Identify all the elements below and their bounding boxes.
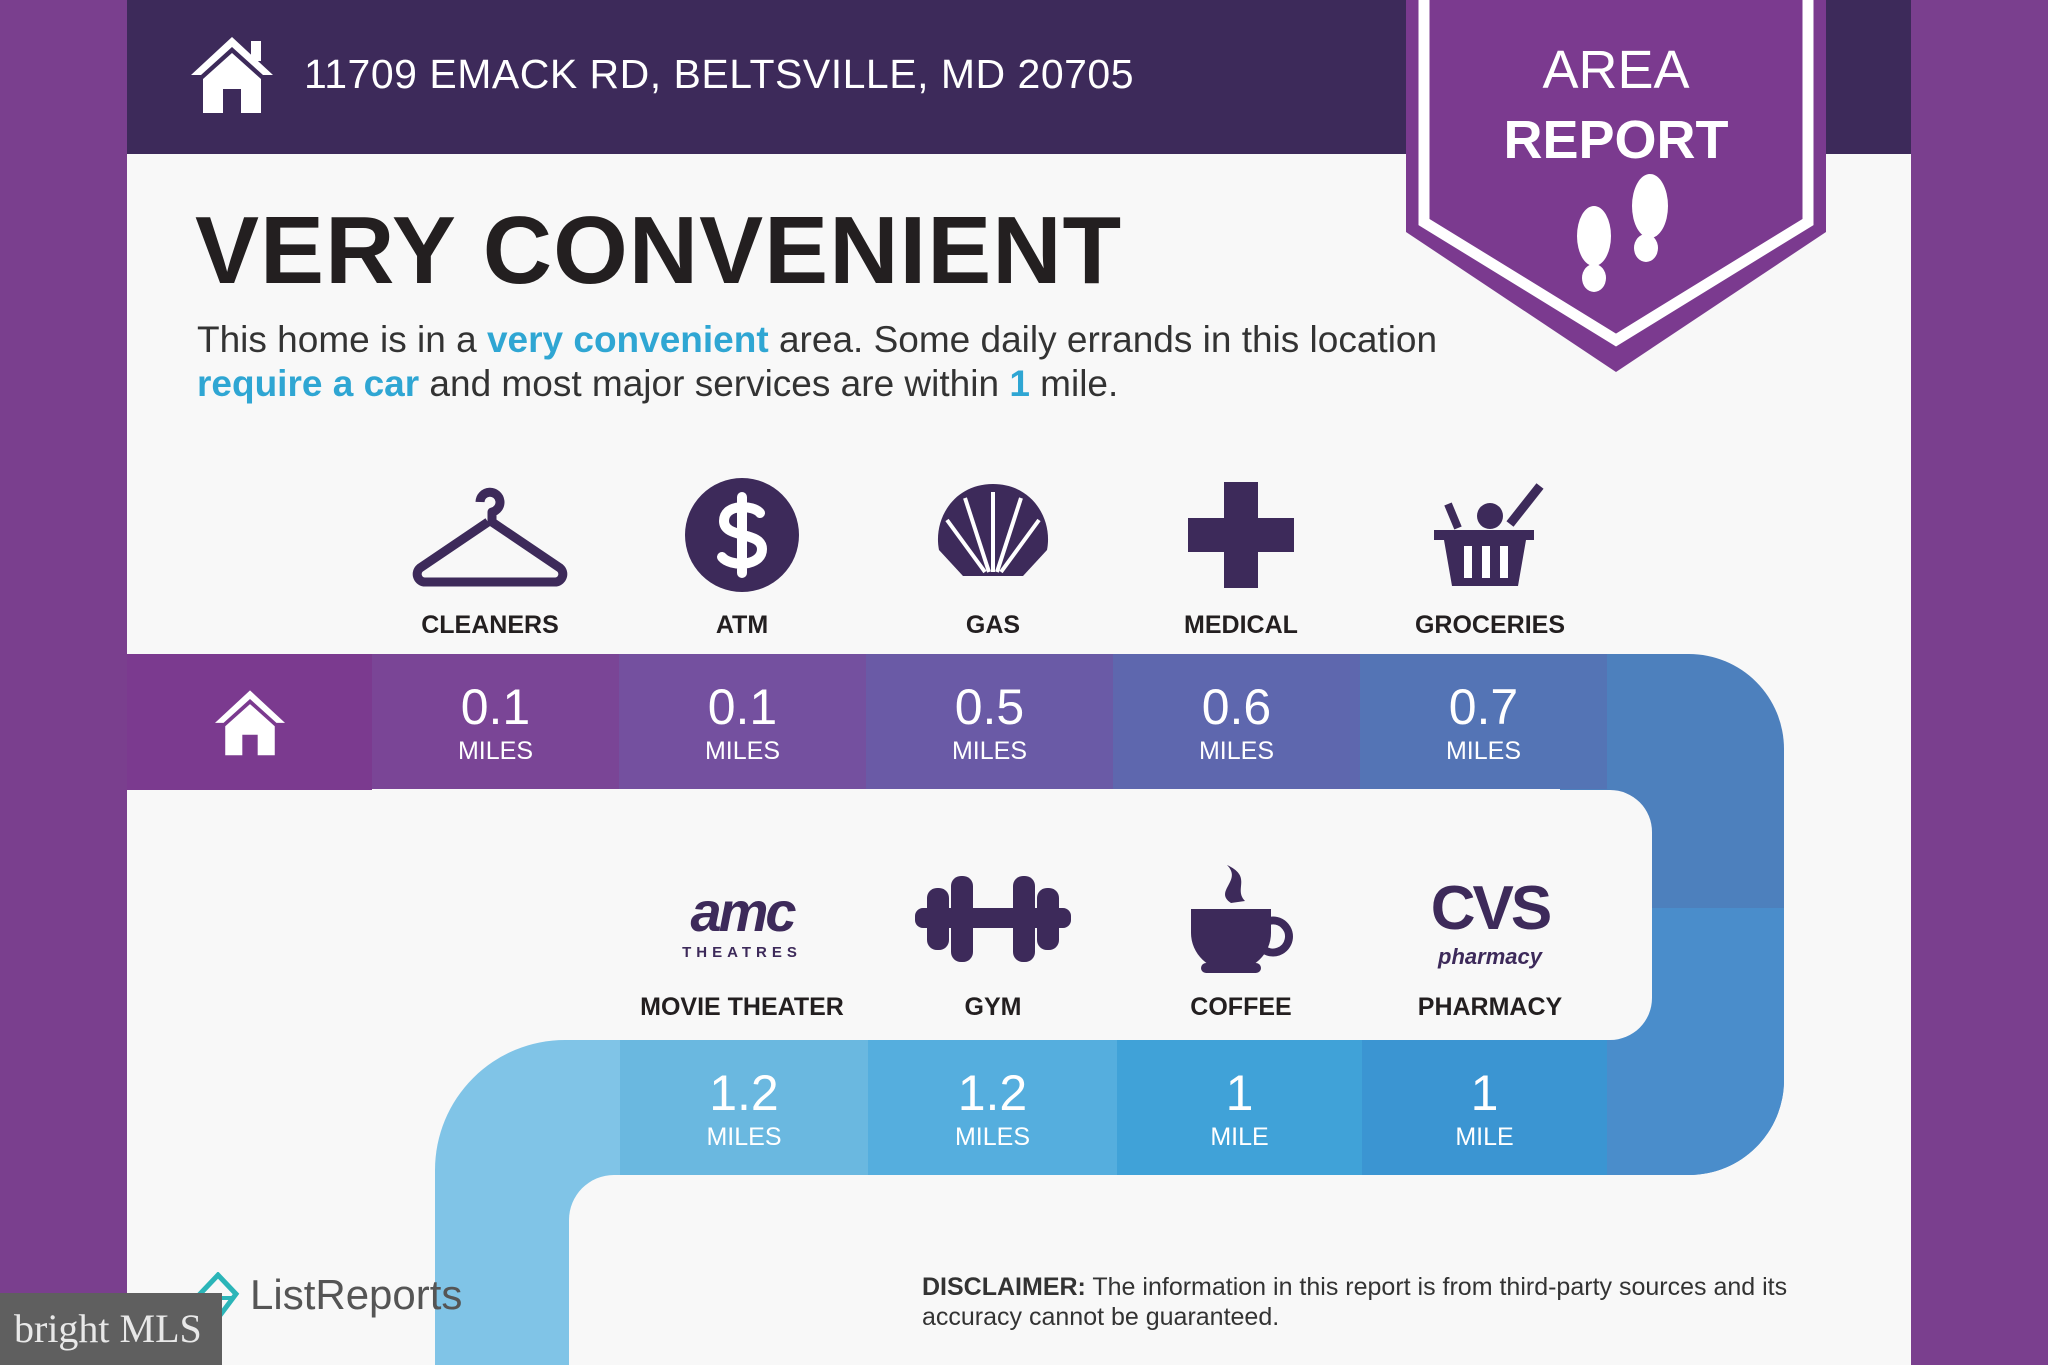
distance-value: 1 xyxy=(1470,1064,1499,1121)
distance-value: 0.1 xyxy=(707,678,778,735)
path-gap xyxy=(127,790,1652,1040)
hanger-icon xyxy=(412,480,568,595)
distance-unit: MILES xyxy=(457,736,534,765)
distance-unit: MILES xyxy=(1445,736,1522,765)
disclaimer: DISCLAIMER: The information in this repo… xyxy=(922,1272,1862,1332)
home-icon xyxy=(191,37,273,113)
distance-unit: MILES xyxy=(704,736,781,765)
summary-text: This home is in a very convenient area. … xyxy=(197,318,1497,406)
coffee-cup-icon-wrap xyxy=(1161,864,1321,979)
home-icon xyxy=(214,690,285,756)
distance-value: 0.7 xyxy=(1448,678,1519,735)
summary-highlight: very convenient xyxy=(486,319,769,360)
amc-logo-sub: THEATRES xyxy=(682,943,802,961)
amenity-label: GAS xyxy=(965,611,1021,639)
shell-icon-wrap xyxy=(913,480,1073,595)
dollar-icon-wrap xyxy=(662,477,822,598)
badge-line2: REPORT xyxy=(1503,110,1728,170)
distance-cell: 0.6 MILES xyxy=(1113,654,1360,789)
distance-cell: 1.2 MILES xyxy=(620,1040,868,1175)
footprints-icon xyxy=(1577,174,1668,292)
distance-unit: MILES xyxy=(951,736,1028,765)
summary-text-part: and most major services are within xyxy=(419,363,1010,404)
distance-value: 1 xyxy=(1225,1064,1254,1121)
coffee-cup-icon xyxy=(1183,863,1299,980)
summary-highlight: 1 xyxy=(1009,363,1030,404)
amc-logo-text: amc xyxy=(690,879,796,943)
amenity-label: GYM xyxy=(964,993,1022,1021)
distance-unit: MILE xyxy=(1455,1122,1514,1151)
distance-unit: MILES xyxy=(1198,736,1275,765)
distance-unit: MILES xyxy=(954,1122,1031,1151)
badge-line1: AREA xyxy=(1542,40,1689,100)
distance-value: 1.2 xyxy=(957,1064,1028,1121)
distance-value: 0.5 xyxy=(954,678,1025,735)
summary-text-part: This home is in a xyxy=(197,319,487,360)
distance-cell: 0.1 MILES xyxy=(619,654,866,789)
path-gap-lower xyxy=(569,1175,1869,1365)
page-title: VERY CONVENIENT xyxy=(195,197,1123,304)
home-cell xyxy=(127,654,372,790)
distance-cell: 1 MILE xyxy=(1117,1040,1362,1175)
distance-cell: 0.7 MILES xyxy=(1360,654,1607,789)
dumbbell-icon xyxy=(913,874,1073,969)
grocery-basket-icon xyxy=(1430,480,1550,595)
distance-value: 0.6 xyxy=(1201,678,1272,735)
distance-value: 1.2 xyxy=(709,1064,779,1121)
amc-logo-wrap: amc THEATRES xyxy=(662,864,822,979)
summary-text-part: area. Some daily errands in this locatio… xyxy=(768,319,1438,360)
shell-icon xyxy=(933,480,1053,595)
medical-cross-icon-wrap xyxy=(1161,480,1321,595)
amenity-label: GROCERIES xyxy=(1414,611,1566,639)
cvs-logo-text: CVS xyxy=(1430,873,1552,943)
medical-cross-icon xyxy=(1186,480,1296,595)
distance-cell: 0.1 MILES xyxy=(372,654,619,789)
distance-value: 0.1 xyxy=(460,678,531,735)
disclaimer-text: The information in this report is from t… xyxy=(922,1273,1788,1331)
watermark-text: bright MLS xyxy=(14,1306,202,1351)
distance-unit: MILES xyxy=(706,1122,782,1151)
disclaimer-label: DISCLAIMER: xyxy=(922,1273,1086,1301)
cvs-logo-wrap: CVS pharmacy xyxy=(1410,864,1570,979)
amenity-label: COFFEE xyxy=(1190,993,1292,1021)
amenity-label: MOVIE THEATER xyxy=(640,993,844,1021)
distance-cell: 1 MILE xyxy=(1362,1040,1607,1175)
distance-cell: 1.2 MILES xyxy=(868,1040,1117,1175)
dollar-icon xyxy=(684,477,800,598)
amenity-label: ATM xyxy=(715,611,769,639)
property-address: 11709 EMACK RD, BELTSVILLE, MD 20705 xyxy=(304,51,1135,97)
amenity-label: MEDICAL xyxy=(1184,611,1298,639)
summary-text-part: mile. xyxy=(1029,363,1119,404)
cvs-logo: CVS pharmacy xyxy=(1430,873,1552,970)
distance-cell: 0.5 MILES xyxy=(866,654,1113,789)
summary-highlight: require a car xyxy=(197,363,420,404)
hanger-icon-wrap xyxy=(410,480,570,595)
amenity-label: CLEANERS xyxy=(421,611,559,639)
area-report-badge: AREA REPORT xyxy=(1406,0,1826,372)
amenity-label: PHARMACY xyxy=(1417,993,1563,1021)
bright-mls-watermark: bright MLS xyxy=(0,1293,222,1365)
distance-unit: MILE xyxy=(1210,1122,1269,1151)
dumbbell-icon-wrap xyxy=(913,864,1073,979)
grocery-basket-icon-wrap xyxy=(1410,480,1570,595)
cvs-logo-sub: pharmacy xyxy=(1438,943,1542,969)
amc-logo: amc THEATRES xyxy=(682,879,802,963)
listreports-brand: ListReports xyxy=(250,1271,463,1318)
